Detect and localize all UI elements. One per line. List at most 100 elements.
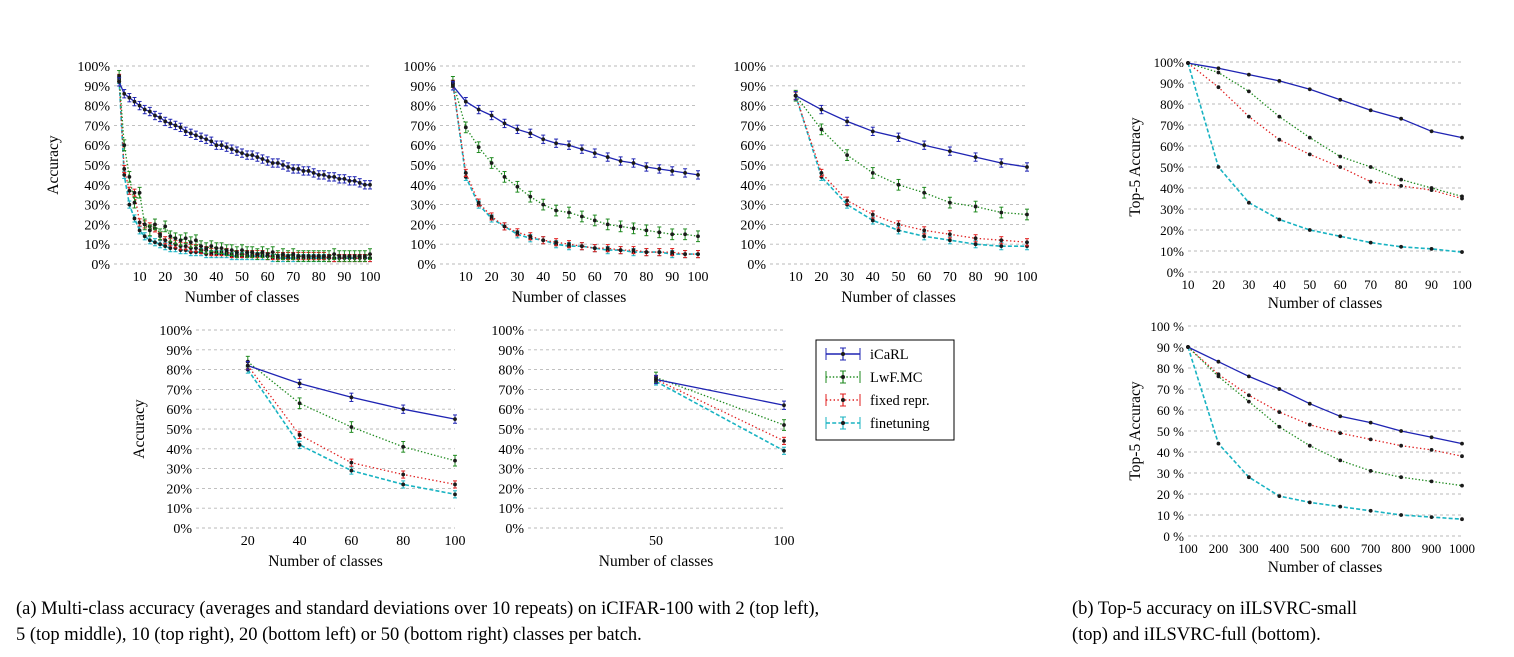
data-point-icarl — [502, 121, 507, 126]
data-point-fixed — [1246, 393, 1251, 398]
series-line-lwf — [795, 95, 1028, 216]
data-point-icarl — [142, 107, 147, 112]
data-point-finetune — [137, 228, 142, 233]
data-point-lwf — [209, 244, 214, 249]
y-tick-label: 30% — [740, 199, 766, 214]
data-point-icarl — [281, 163, 285, 167]
data-point-icarl — [265, 159, 270, 163]
series-finetune — [1186, 345, 1464, 522]
data-point-fixed — [592, 246, 597, 251]
y-tick-label: 50% — [410, 159, 436, 174]
x-tick-label: 30 — [840, 270, 854, 285]
x-tick-label: 100 — [445, 534, 466, 549]
x-tick-label: 50 — [562, 270, 576, 285]
data-point-lwf — [327, 254, 331, 258]
data-point-fixed — [1277, 410, 1282, 414]
y-tick-label: 60% — [1160, 139, 1184, 154]
data-point-fixed — [973, 236, 978, 241]
data-point-lwf — [463, 125, 468, 130]
data-point-lwf — [870, 171, 875, 175]
y-axis-label: Top-5 Accuracy — [1127, 381, 1144, 480]
data-point-icarl — [1186, 345, 1190, 349]
data-point-lwf — [631, 226, 636, 231]
data-point-lwf — [286, 254, 290, 258]
y-tick-label: 30% — [166, 463, 192, 478]
y-tick-label: 90% — [1160, 76, 1184, 91]
x-tick-label: 70 — [286, 270, 300, 285]
data-point-fixed — [476, 200, 481, 205]
y-tick-label: 20 % — [1157, 487, 1184, 502]
y-axis-label: Top-5 Accuracy — [1127, 117, 1144, 216]
y-tick-label: 70% — [498, 383, 524, 398]
data-point-lwf — [528, 194, 533, 199]
data-point-fixed — [194, 246, 198, 251]
data-point-lwf — [1399, 177, 1404, 182]
data-point-finetune — [1368, 508, 1373, 513]
data-point-lwf — [782, 423, 786, 427]
data-point-fixed — [845, 198, 849, 203]
data-point-lwf — [618, 224, 623, 229]
series-line-fixed — [655, 378, 785, 442]
data-point-lwf — [322, 254, 326, 258]
chart-panel-10-classes: 0% 10% 20% 30% 40% 50% 60% 70% 80% 90% 100% 10 20 30 4… — [733, 60, 1037, 306]
data-point-lwf — [297, 401, 302, 406]
x-tick-label: 70 — [614, 270, 628, 285]
data-point-icarl — [1216, 66, 1221, 71]
series-fixed — [1186, 61, 1464, 201]
data-point-fixed — [1307, 152, 1312, 157]
x-tick-label: 50 — [892, 270, 906, 285]
data-point-lwf — [250, 250, 255, 255]
caption-a-line-2: 5 (top middle), 10 (top right), 20 (bott… — [16, 625, 642, 645]
data-point-fixed — [580, 244, 584, 249]
data-point-lwf — [332, 252, 337, 256]
data-point-fixed — [1338, 431, 1343, 435]
y-tick-label: 40% — [410, 179, 436, 194]
data-point-finetune — [1460, 250, 1464, 254]
x-tick-label: 40 — [536, 270, 550, 285]
data-point-icarl — [541, 137, 546, 142]
data-point-icarl — [1246, 374, 1251, 379]
data-point-icarl — [291, 167, 296, 171]
data-point-fixed — [1368, 179, 1373, 184]
data-point-icarl — [1277, 79, 1282, 83]
data-point-finetune — [401, 482, 406, 487]
data-point-lwf — [219, 246, 224, 251]
series-lwf — [245, 355, 457, 467]
data-point-lwf — [255, 252, 260, 256]
data-point-lwf — [122, 143, 127, 148]
series-line-finetune — [118, 79, 370, 259]
data-point-finetune — [1338, 504, 1343, 509]
legend-label-lwf: LwF.MC — [870, 370, 922, 386]
data-point-icarl — [922, 143, 927, 148]
data-point-lwf — [117, 74, 122, 78]
y-tick-label: 20% — [84, 218, 110, 233]
data-point-lwf — [1246, 89, 1251, 94]
y-tick-label: 20% — [166, 482, 192, 497]
data-point-lwf — [1338, 458, 1343, 463]
y-tick-label: 60% — [166, 403, 192, 418]
y-tick-label: 40% — [166, 443, 192, 458]
y-tick-label: 40% — [498, 443, 524, 458]
data-point-fixed — [1460, 454, 1464, 459]
y-tick-label: 80 % — [1157, 361, 1184, 376]
x-tick-label: 80 — [969, 270, 983, 285]
legend-label-finetune: finetuning — [870, 416, 930, 432]
data-point-fixed — [297, 433, 302, 437]
data-point-icarl — [183, 129, 188, 134]
x-tick-label: 40 — [293, 534, 307, 549]
data-point-lwf — [1277, 424, 1282, 429]
data-point-lwf — [592, 218, 597, 223]
data-point-icarl — [1460, 135, 1464, 140]
data-point-fixed — [183, 244, 188, 249]
x-tick-label: 20 — [485, 270, 499, 285]
y-tick-label: 100% — [159, 324, 192, 339]
data-point-fixed — [948, 232, 952, 237]
x-tick-label: 10 — [1182, 277, 1195, 292]
series-line-icarl — [452, 85, 699, 176]
data-point-fixed — [683, 252, 687, 256]
x-tick-label: 50 — [649, 534, 663, 549]
data-point-finetune — [1277, 217, 1282, 222]
data-point-lwf — [1277, 114, 1282, 119]
x-tick-label: 20 — [241, 534, 255, 549]
series-line-icarl — [118, 81, 370, 186]
